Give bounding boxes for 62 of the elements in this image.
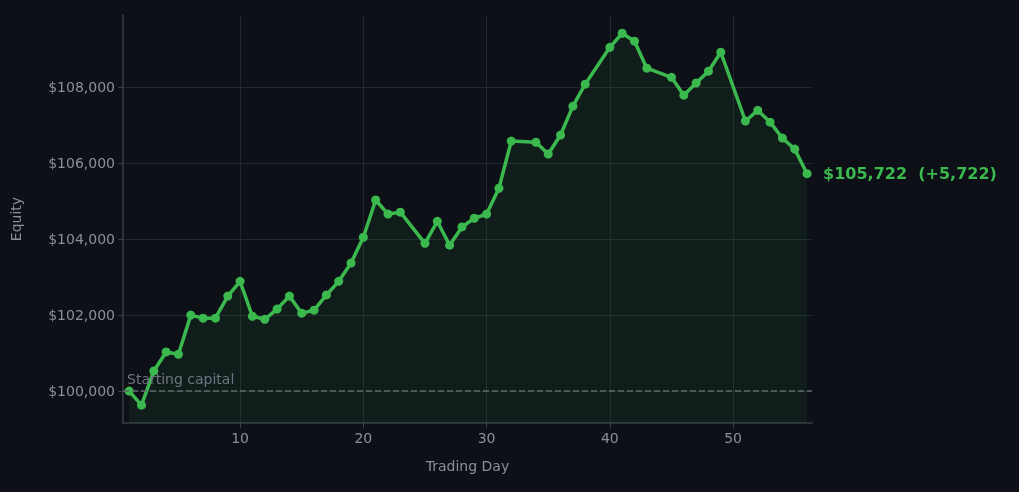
y-tick-label: $100,000 <box>48 383 115 400</box>
point <box>617 28 627 38</box>
point <box>630 36 640 46</box>
x-tick-label: 40 <box>600 430 619 446</box>
point <box>802 169 812 179</box>
point <box>334 276 344 286</box>
point <box>568 101 578 111</box>
x-tick-label: 20 <box>354 430 373 446</box>
point <box>580 79 590 89</box>
point <box>740 116 750 126</box>
point <box>777 133 787 143</box>
point <box>186 310 196 320</box>
point <box>272 304 282 314</box>
point <box>556 130 566 140</box>
y-axis-title: Equity <box>8 196 24 242</box>
point <box>260 314 270 324</box>
point <box>790 144 800 154</box>
point <box>691 78 701 88</box>
point <box>531 137 541 147</box>
y-tick-label: $104,000 <box>48 231 115 248</box>
point <box>482 209 492 219</box>
x-tick-label: 10 <box>231 430 250 446</box>
point <box>309 305 319 315</box>
point <box>321 290 331 300</box>
point <box>457 222 467 232</box>
point <box>395 207 405 217</box>
point <box>198 313 208 323</box>
y-tick-label: $108,000 <box>48 79 115 96</box>
point <box>297 308 307 318</box>
x-tick-label: 50 <box>724 430 743 446</box>
annotation: $105,722 (+5,722) <box>823 164 997 184</box>
point <box>506 136 516 146</box>
point <box>543 149 553 159</box>
point <box>753 105 763 115</box>
x-tick-label: 30 <box>477 430 496 446</box>
point <box>605 42 615 52</box>
point <box>235 276 245 286</box>
point <box>667 72 676 82</box>
y-tick-label: $102,000 <box>48 307 115 324</box>
point <box>346 258 356 268</box>
point <box>432 216 442 226</box>
x-axis-title: Trading Day <box>424 458 510 474</box>
point <box>420 238 430 248</box>
point <box>358 232 368 242</box>
point <box>173 349 183 359</box>
point <box>247 311 257 321</box>
y-tick-label: $106,000 <box>48 155 115 172</box>
point <box>210 313 220 323</box>
point <box>445 240 455 250</box>
point <box>703 66 713 76</box>
point <box>137 400 146 410</box>
point <box>716 47 726 57</box>
point <box>383 209 393 219</box>
point <box>679 90 689 100</box>
point <box>371 195 381 205</box>
point <box>223 291 233 301</box>
point <box>765 117 775 127</box>
point <box>642 63 652 73</box>
point <box>469 213 479 223</box>
point <box>284 291 294 301</box>
point <box>494 183 504 193</box>
point <box>161 347 171 357</box>
